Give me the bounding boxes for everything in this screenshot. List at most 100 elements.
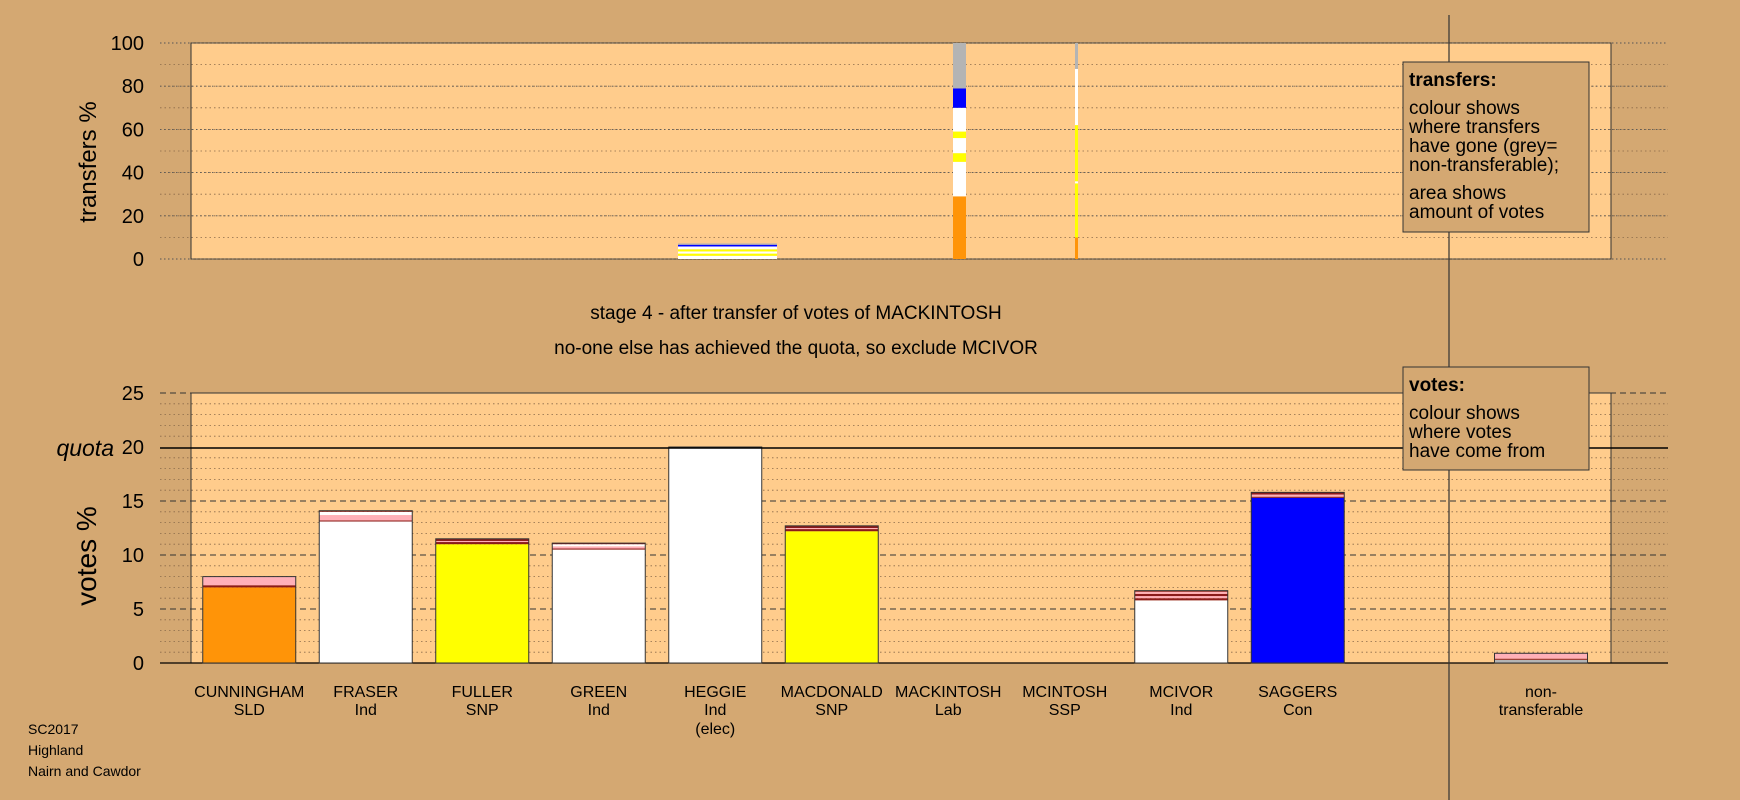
transfer-segment [1075, 43, 1078, 69]
candidate-name: FULLER [452, 684, 513, 701]
vote-bar-outline [1134, 590, 1229, 664]
candidate-party: Con [1283, 702, 1312, 719]
candidate-name: MACDONALD [781, 684, 883, 701]
transfers-y-tick-label: 100 [111, 33, 144, 55]
transfers-y-tick-label: 80 [122, 76, 144, 98]
vote-segment [435, 542, 529, 545]
votes-legend-title: votes: [1409, 375, 1465, 396]
votes-y-axis-label: votes % [71, 506, 102, 606]
vote-bar-outline [435, 538, 530, 664]
transfer-segment [953, 88, 966, 108]
vote-segment [319, 510, 413, 512]
votes-y-tick-label: 10 [122, 545, 144, 567]
transfers-y-axis-label: transfers % [75, 101, 102, 222]
candidate-party: Ind [588, 702, 610, 719]
vote-bar-outline [551, 542, 646, 664]
transfer-segment [1075, 68, 1078, 126]
election-info: SC2017 Highland Nairn and Cawdor [28, 721, 141, 779]
vote-segment [435, 544, 529, 663]
vote-segment [785, 525, 879, 528]
vote-segment [202, 587, 296, 663]
vote-segment [1134, 590, 1228, 592]
vote-segment [552, 548, 646, 550]
vote-segment [1134, 593, 1228, 597]
votes-y-tick-label: 0 [133, 653, 144, 675]
candidate-party: Ind [355, 702, 377, 719]
candidate-party: Ind [1170, 702, 1192, 719]
vote-segment [435, 538, 529, 541]
votes-y-tick-label: 5 [133, 599, 144, 621]
transfer-segment [953, 153, 966, 162]
candidate-name: MACKINTOSH [895, 684, 1001, 701]
vote-bars [202, 446, 1588, 664]
transfer-segment [678, 253, 777, 256]
vote-segment [1494, 658, 1588, 660]
transfer-segment [678, 244, 777, 247]
vote-segment [785, 528, 879, 530]
vote-segment [1134, 596, 1228, 599]
transfer-segment [678, 246, 777, 250]
vote-segment [435, 540, 529, 543]
candidate-status: (elec) [695, 721, 735, 738]
candidate-name: MCINTOSH [1022, 684, 1107, 701]
ward-name: Nairn and Cawdor [28, 763, 141, 779]
vote-segment [1134, 591, 1228, 594]
vote-bar-outline [318, 510, 413, 664]
transfer-segment [678, 243, 777, 245]
transfers-legend-line: colour shows [1409, 98, 1520, 119]
vote-bar-outline [1494, 652, 1588, 664]
vote-segment [1251, 497, 1345, 663]
candidate-name: FRASER [333, 684, 398, 701]
vote-segment [319, 520, 413, 522]
transfers-plot-area [190, 42, 1612, 260]
vote-segment [1134, 600, 1228, 663]
transfer-segment [953, 196, 966, 259]
transfer-segment [678, 255, 777, 259]
vote-segment [552, 543, 646, 545]
transfers-legend-line: where transfers [1408, 117, 1540, 138]
votes-y-ticks: 0 5 10 15 20 25 [122, 383, 144, 675]
transfers-legend-line: non-transferable); [1409, 155, 1559, 176]
transfer-segment [1075, 181, 1078, 184]
vote-segment [552, 546, 646, 549]
candidate-party: SNP [815, 702, 848, 719]
vote-segment [1494, 653, 1588, 659]
candidate-name: HEGGIE [684, 684, 746, 701]
candidate-name: GREEN [570, 684, 627, 701]
candidate-party: Lab [935, 702, 962, 719]
candidate-name: SAGGERS [1258, 684, 1337, 701]
votes-legend-line: colour shows [1409, 403, 1520, 424]
votes-y-tick-label: 20 [122, 437, 144, 459]
vote-segment [202, 576, 296, 586]
votes-legend-text: colour shows where votes have come from [1408, 403, 1545, 462]
vote-segment [785, 529, 879, 532]
transfer-segment [953, 43, 966, 89]
vote-bar-outline [202, 576, 297, 664]
votes-legend-line: have come from [1409, 441, 1545, 462]
election-code: SC2017 [28, 721, 79, 737]
vote-segment [1134, 598, 1228, 601]
transfers-legend-line: area shows [1409, 183, 1506, 204]
transfer-segment [953, 161, 966, 197]
vote-segment [1494, 659, 1588, 663]
vote-segment [668, 447, 762, 663]
candidate-party: SNP [466, 702, 499, 719]
transfers-y-ticks: 0 20 40 60 80 100 [111, 33, 144, 271]
transfers-legend-line: have gone (grey= [1409, 136, 1557, 157]
votes-legend-line: where votes [1408, 422, 1511, 443]
vote-segment [319, 511, 413, 516]
transfers-y-tick-label: 0 [133, 249, 144, 271]
transfers-legend-box [1402, 61, 1590, 233]
transfer-segment [953, 107, 966, 132]
votes-legend-box [1402, 366, 1590, 471]
stage-description: stage 4 - after transfer of votes of MAC… [590, 303, 1001, 324]
votes-y-tick-label: 15 [122, 491, 144, 513]
transfer-segment [1075, 125, 1078, 182]
council-name: Highland [28, 742, 83, 758]
transfer-segment [678, 251, 777, 254]
candidate-party: SSP [1049, 702, 1081, 719]
transfers-legend-line: amount of votes [1409, 202, 1544, 223]
transfers-y-tick-label: 60 [122, 119, 144, 141]
